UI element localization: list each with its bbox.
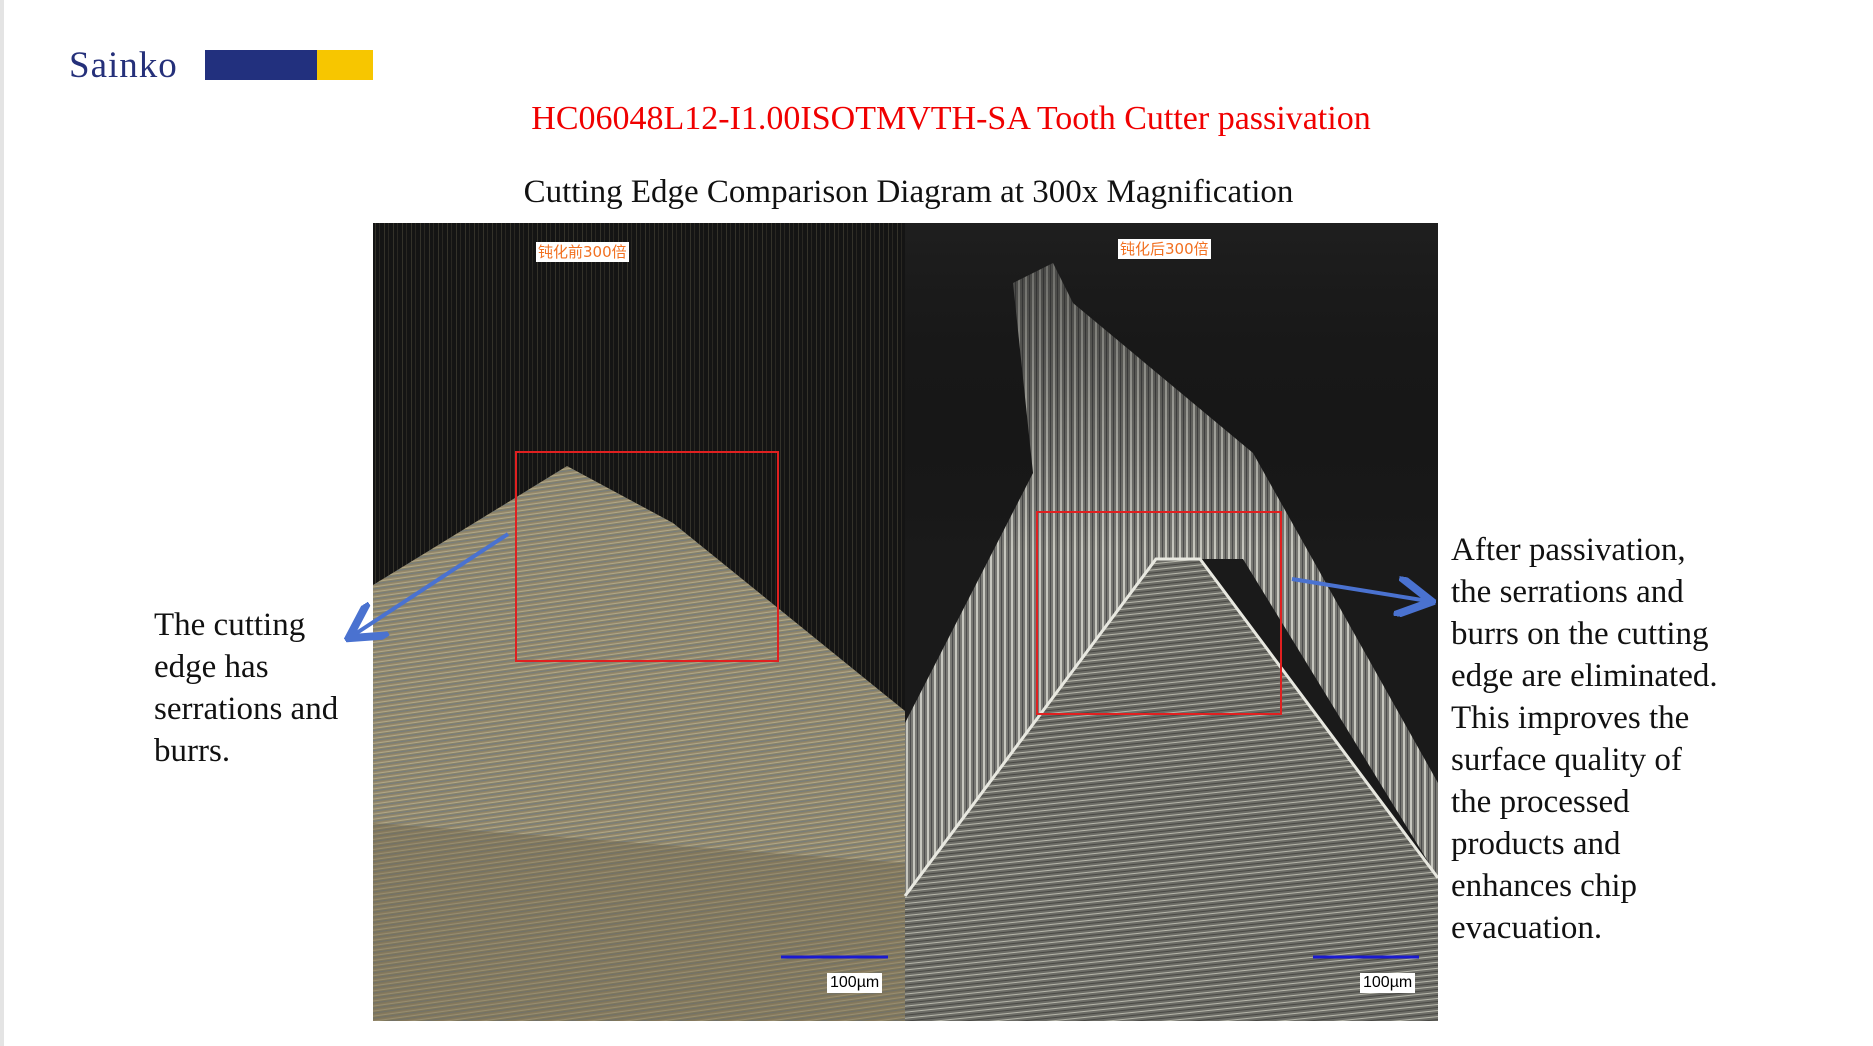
page-subtitle: Cutting Edge Comparison Diagram at 300x … — [523, 174, 1294, 210]
left-scale-label: 100µm — [827, 973, 883, 993]
right-note-line: products and — [1451, 826, 1621, 862]
left-note: The cutting edge has serrations and burr… — [154, 604, 338, 772]
left-note-line: The cutting — [154, 607, 306, 643]
right-note-line: edge are eliminated. — [1451, 658, 1718, 694]
logo-text: Sainko — [69, 45, 178, 86]
right-highlight-box — [1036, 511, 1282, 715]
right-note-line: evacuation. — [1451, 910, 1603, 946]
right-note-line: After passivation, — [1451, 532, 1686, 568]
left-highlight-box — [515, 451, 779, 662]
right-note-line: enhances chip — [1451, 868, 1637, 904]
left-arrow-icon — [352, 532, 510, 636]
micrographs — [373, 223, 1440, 1021]
right-scale-label: 100µm — [1360, 973, 1416, 993]
left-photo-label: 钝化前300倍 — [536, 242, 629, 262]
right-note-line: surface quality of — [1451, 742, 1682, 778]
page-title: HC06048L12-I1.00ISOTMVTH-SA Tooth Cutter… — [531, 100, 1371, 137]
left-cutting-edge — [373, 466, 905, 1021]
left-note-line: burrs. — [154, 733, 231, 769]
right-note-line: This improves the — [1451, 700, 1690, 736]
right-photo-label: 钝化后300倍 — [1118, 239, 1211, 259]
page-edge — [0, 0, 4, 1046]
left-note-line: edge has — [154, 649, 269, 685]
right-note-line: burrs on the cutting — [1451, 616, 1709, 652]
right-cutting-edge — [905, 559, 1438, 1021]
right-note-line: the processed — [1451, 784, 1630, 820]
logo-bar-blue — [205, 50, 317, 80]
right-arrow-icon — [1291, 579, 1428, 601]
logo-bar-yellow — [317, 50, 373, 80]
comparison-photos: 钝化前300倍 钝化后300倍 100µm 100µm — [373, 223, 1440, 1021]
right-note: After passivation, the serrations and bu… — [1451, 529, 1718, 949]
left-note-line: serrations and — [154, 691, 339, 727]
right-note-line: the serrations and — [1451, 574, 1684, 610]
